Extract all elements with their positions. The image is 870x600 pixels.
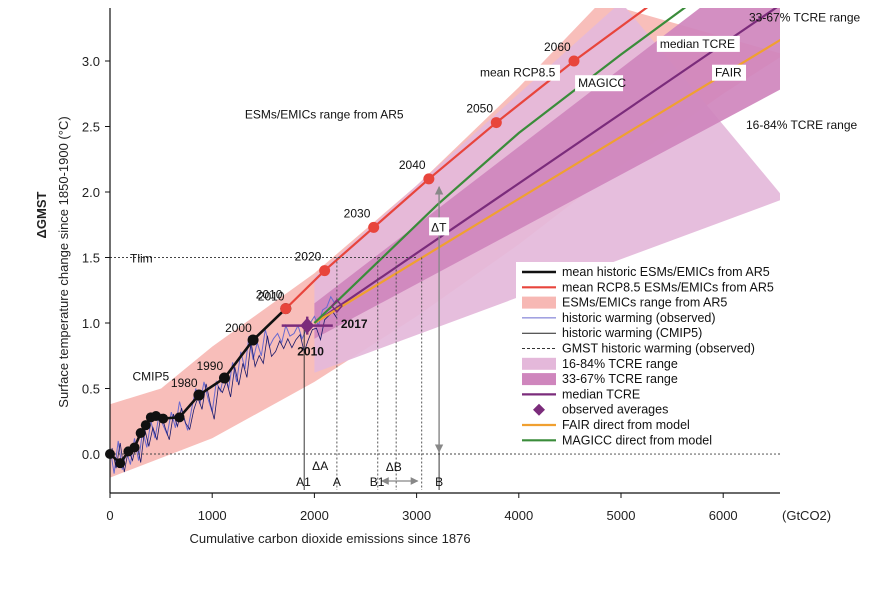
x-axis-label: Cumulative carbon dioxide emissions sinc… <box>189 531 470 546</box>
point-label-2060: 2060 <box>544 40 571 54</box>
vline-label-a: A <box>333 475 341 489</box>
delta-b-label: ΔB <box>386 460 402 474</box>
legend-label-33-67-tcre-range: 33-67% TCRE range <box>562 372 678 386</box>
x-tick-label-4: 4000 <box>504 508 533 523</box>
annotation-33-67-tcre-range: 33-67% TCRE range <box>749 11 860 25</box>
y-axis-label: Surface temperature change since 1850-19… <box>56 116 71 407</box>
legend-swatch-16-84-tcre-range <box>522 357 556 370</box>
legend-swatch-observed-averages <box>533 403 545 416</box>
legend-label-median-tcre: median TCRE <box>562 387 640 401</box>
legend-label-gmst-historic-warming-observed: GMST historic warming (observed) <box>562 342 755 356</box>
x-tick-label-6: 6000 <box>709 508 738 523</box>
y-tick-label-1: 0.5 <box>82 382 100 397</box>
delta-t-label: ΔT <box>431 220 447 234</box>
x-tick-label-3: 3000 <box>402 508 431 523</box>
y-tick-label-4: 2.0 <box>82 185 100 200</box>
vline-label-b1: B1 <box>370 475 385 489</box>
point-historic-1 <box>115 458 126 469</box>
annotation-magicc: MAGICC <box>578 76 626 90</box>
point-label-2040: 2040 <box>399 158 426 172</box>
point-mean-historic-esms-emics-from-ar5-1980 <box>193 389 205 401</box>
legend-label-mean-rcp8-5-esms-emics-from-ar5: mean RCP8.5 ESMs/EMICs from AR5 <box>562 280 774 294</box>
point-mean-historic-esms-emics-from-ar5-2000 <box>247 334 259 346</box>
annotation-esms-emics-range-from-ar5: ESMs/EMICs range from AR5 <box>245 108 404 122</box>
point-historic-3 <box>129 442 140 453</box>
legend-box <box>516 262 778 454</box>
line-fair-direct-from-model <box>313 38 780 324</box>
legend-label-16-84-tcre-range: 16-84% TCRE range <box>562 357 678 371</box>
obs-avg-label-2010: 2010 <box>297 345 324 359</box>
point-historic-5 <box>140 420 151 431</box>
annotation-fair: FAIR <box>715 66 742 80</box>
legend-label-magicc-direct-from-model: MAGICC direct from model <box>562 433 712 447</box>
point-label-2010: 2010 <box>256 288 283 302</box>
delta-a-label: ΔA <box>312 459 328 473</box>
y-tick-label-6: 3.0 <box>82 54 100 69</box>
point-mean-rcp8-5-esms-emics-from-ar5-2020 <box>319 265 331 277</box>
band-33-67-tcre-range <box>314 8 780 339</box>
y-tick-label-2: 1.0 <box>82 316 100 331</box>
point-mean-rcp8-5-esms-emics-from-ar5-2050 <box>490 117 502 129</box>
point-label-1990: 1990 <box>196 359 223 373</box>
vline-label-a1: A1 <box>296 475 311 489</box>
point-historic-9 <box>174 412 185 423</box>
obs-avg-diamond-2010 <box>300 317 315 334</box>
line-magicc-direct-from-model <box>313 8 687 324</box>
delta-t-box <box>429 217 450 236</box>
point-mean-rcp8-5-esms-emics-from-ar5-2040 <box>423 173 435 185</box>
legend-swatch-esms-emics-range-from-ar5 <box>522 296 556 309</box>
x-unit-label: (GtCO2) <box>782 508 831 523</box>
point-label-2030: 2030 <box>344 206 371 220</box>
legend-label-fair-direct-from-model: FAIR direct from model <box>562 418 690 432</box>
line-median-tcre <box>313 8 778 324</box>
point-mean-historic-esms-emics-from-ar5-1990 <box>218 372 230 384</box>
legend-label-observed-averages: observed averages <box>562 403 668 417</box>
y-tick-label-5: 2.5 <box>82 120 100 135</box>
obs-avg-label-2017: 2017 <box>341 317 368 331</box>
legend-swatch-33-67-tcre-range <box>522 373 556 386</box>
y-tick-label-3: 1.5 <box>82 251 100 266</box>
y-axis-prefix: ΔGMST <box>34 191 49 238</box>
y-tick-label-0: 0.0 <box>82 447 100 462</box>
annotation-mean-rcp8-5: mean RCP8.5 <box>480 66 556 80</box>
annotation-median-tcre: median TCRE <box>660 37 735 51</box>
point-mean-rcp8-5-esms-emics-from-ar5-2060 <box>568 55 580 67</box>
legend-label-mean-historic-esms-emics-from-ar5: mean historic ESMs/EMICs from AR5 <box>562 265 770 279</box>
annotation-cmip5: CMIP5 <box>132 370 169 384</box>
obs-avg-diamond-2017 <box>330 298 343 314</box>
x-tick-label-2: 2000 <box>300 508 329 523</box>
point-label-2000: 2000 <box>225 321 252 335</box>
x-tick-label-5: 5000 <box>607 508 636 523</box>
x-tick-label-0: 0 <box>106 508 113 523</box>
legend-label-esms-emics-range-from-ar5: ESMs/EMICs range from AR5 <box>562 296 727 310</box>
point-label-2010: 2010 <box>258 290 285 304</box>
point-mean-rcp8-5-esms-emics-from-ar5-2010 <box>280 303 292 315</box>
annotation-16-84-tcre-range: 16-84% TCRE range <box>746 118 857 132</box>
point-label-1980: 1980 <box>171 376 198 390</box>
vline-label-b: B <box>435 475 443 489</box>
point-label-2020: 2020 <box>295 250 322 264</box>
point-mean-rcp8-5-esms-emics-from-ar5-2030 <box>368 221 380 233</box>
point-historic-4 <box>135 428 146 439</box>
annotation-bg-magicc <box>575 75 624 92</box>
annotation-bg-fair <box>712 64 747 81</box>
point-historic-8 <box>158 413 169 424</box>
annotation-bg-mean-rcp8-5 <box>476 64 560 81</box>
x-tick-label-1: 1000 <box>198 508 227 523</box>
legend-label-historic-warming-cmip5: historic warming (CMIP5) <box>562 326 702 340</box>
cmip5-warming-line <box>111 311 338 473</box>
point-label-2050: 2050 <box>466 102 493 116</box>
annotation-bg-median-tcre <box>656 35 740 52</box>
tlim-label: Tlim <box>130 252 153 266</box>
legend-label-historic-warming-observed: historic warming (observed) <box>562 311 716 325</box>
